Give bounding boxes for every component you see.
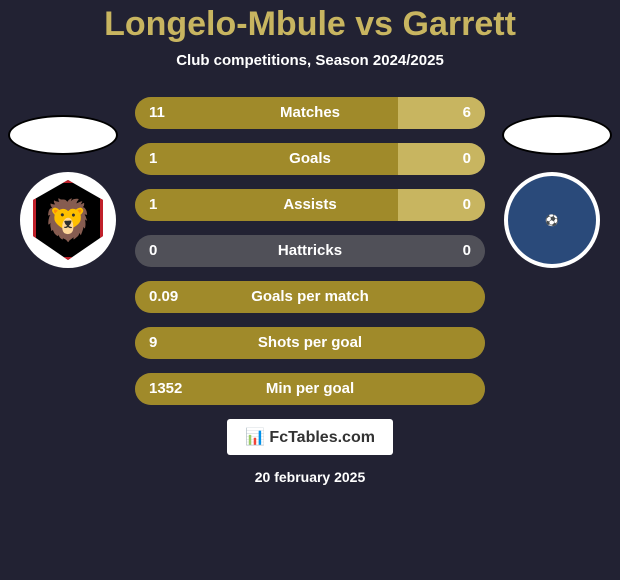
bar-value-left: 11 <box>149 97 165 129</box>
bar-value-right: 0 <box>463 235 471 267</box>
club-badge-right: ⚽ <box>504 172 600 268</box>
logo-text: FcTables.com <box>269 429 375 446</box>
bar-value-left: 0 <box>149 235 157 267</box>
bar-value-left: 1 <box>149 143 157 175</box>
ball-icon: ⚽ <box>545 214 559 227</box>
footer: 📊 FcTables.com 20 february 2025 <box>0 419 620 485</box>
bar-label: Min per goal <box>135 373 485 405</box>
stat-bar-row: Goals per match0.09 <box>135 281 485 313</box>
bar-value-left: 0.09 <box>149 281 178 313</box>
bar-label: Assists <box>135 189 485 221</box>
player-disc-left <box>8 115 118 155</box>
stat-bar-row: Assists1 0 <box>135 189 485 221</box>
bar-value-left: 1352 <box>149 373 182 405</box>
bar-label: Hattricks <box>135 235 485 267</box>
fctables-logo: 📊 FcTables.com <box>227 419 393 455</box>
bar-value-left: 1 <box>149 189 157 221</box>
bar-value-left: 9 <box>149 327 157 359</box>
content: 🦁 ⚽ Matches116Goals10Assists10Hattricks0… <box>0 97 620 405</box>
stat-bars: Matches116Goals10Assists10Hattricks00Goa… <box>135 97 485 405</box>
stat-bar-row: Hattricks0 0 <box>135 235 485 267</box>
bar-value-right: 6 <box>463 97 471 129</box>
bar-value-right: 0 <box>463 189 471 221</box>
bar-label: Goals per match <box>135 281 485 313</box>
stat-bar-row: Matches11 6 <box>135 97 485 129</box>
bar-value-right: 0 <box>463 143 471 175</box>
date-text: 20 february 2025 <box>0 469 620 485</box>
bar-label: Goals <box>135 143 485 175</box>
stat-bar-row: Shots per goal9 <box>135 327 485 359</box>
stat-bar-row: Min per goal1352 <box>135 373 485 405</box>
chart-icon: 📊 <box>245 429 265 446</box>
header: Longelo-Mbule vs Garrett Club competitio… <box>0 0 620 69</box>
subtitle: Club competitions, Season 2024/2025 <box>0 52 620 69</box>
bar-label: Shots per goal <box>135 327 485 359</box>
lion-icon: 🦁 <box>33 180 103 260</box>
player-disc-right <box>502 115 612 155</box>
page-title: Longelo-Mbule vs Garrett <box>0 5 620 44</box>
club-badge-left: 🦁 <box>20 172 116 268</box>
stat-bar-row: Goals1 0 <box>135 143 485 175</box>
bar-label: Matches <box>135 97 485 129</box>
